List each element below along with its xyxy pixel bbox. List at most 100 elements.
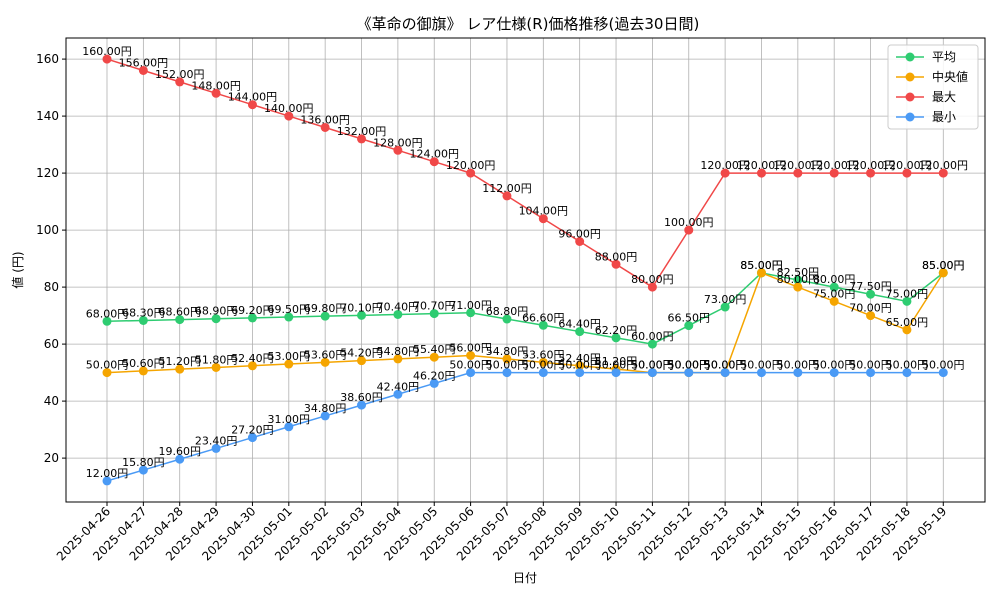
- series-point-3: [320, 411, 330, 421]
- data-label-0: 69.50円: [268, 303, 311, 316]
- data-label-1: 53.60円: [304, 348, 347, 361]
- series-point-3: [357, 400, 367, 410]
- legend-label: 最大: [932, 90, 956, 104]
- series-point-3: [138, 465, 148, 475]
- series-point-0: [829, 282, 839, 292]
- y-tick-label: 60: [44, 337, 59, 351]
- data-label-2: 120.00円: [809, 159, 859, 172]
- series-point-3: [720, 368, 730, 378]
- series-point-2: [793, 168, 803, 178]
- data-label-2: 124.00円: [409, 148, 459, 161]
- series-point-1: [793, 282, 803, 292]
- data-label-0: 71.00円: [449, 299, 492, 312]
- series-point-0: [357, 310, 367, 320]
- series-point-0: [647, 339, 657, 349]
- series-point-1: [175, 364, 185, 374]
- series-line-2: [106, 58, 944, 289]
- data-label-3: 50.00円: [740, 359, 783, 372]
- data-label-2: 128.00円: [373, 136, 423, 149]
- data-label-2: 104.00円: [519, 205, 569, 218]
- data-label-0: 62.20円: [595, 324, 638, 337]
- series-point-3: [611, 368, 621, 378]
- y-tick-label: 40: [44, 394, 59, 408]
- data-label-1: 65.00円: [886, 316, 929, 329]
- data-label-1: 80.00円: [777, 273, 820, 286]
- data-label-0: 66.50円: [668, 312, 711, 325]
- data-label-3: 50.00円: [631, 359, 674, 372]
- series-point-0: [538, 320, 548, 330]
- data-label-3: 50.00円: [704, 359, 747, 372]
- y-tick-label: 20: [44, 451, 59, 465]
- legend-box: [887, 44, 979, 130]
- series-point-3: [866, 368, 876, 378]
- series-point-0: [102, 316, 112, 326]
- data-label-0: 60.00円: [631, 330, 674, 343]
- data-label-3: 50.00円: [849, 359, 892, 372]
- data-label-2: 144.00円: [228, 91, 278, 104]
- data-label-2: 120.00円: [446, 159, 496, 172]
- data-label-2: 88.00円: [595, 250, 638, 263]
- series-point-0: [211, 314, 221, 324]
- series-point-0: [902, 296, 912, 306]
- data-label-2: 120.00円: [882, 159, 932, 172]
- series-point-2: [756, 168, 766, 178]
- series-point-1: [284, 359, 294, 369]
- series-point-2: [429, 157, 439, 167]
- x-axis-label: 日付: [513, 571, 537, 585]
- series-point-1: [102, 368, 112, 378]
- series-point-3: [466, 368, 476, 378]
- data-label-1: 51.20円: [595, 355, 638, 368]
- data-label-1: 55.40円: [413, 343, 456, 356]
- series-point-2: [575, 236, 585, 246]
- data-label-3: 50.00円: [813, 359, 856, 372]
- data-label-0: 73.00円: [704, 293, 747, 306]
- data-label-1: 85.00円: [922, 259, 965, 272]
- data-label-3: 19.60円: [158, 445, 201, 458]
- data-label-3: 46.20円: [413, 369, 456, 382]
- data-label-1: 54.20円: [340, 347, 383, 360]
- data-label-0: 77.50円: [849, 280, 892, 293]
- series-point-2: [138, 65, 148, 75]
- series-point-0: [793, 275, 803, 285]
- data-label-3: 50.00円: [668, 359, 711, 372]
- legend-label: 最小: [932, 110, 956, 124]
- data-label-0: 69.80円: [304, 302, 347, 315]
- data-label-3: 38.60円: [340, 391, 383, 404]
- data-label-0: 68.00円: [86, 307, 129, 320]
- series-point-3: [684, 368, 694, 378]
- series-point-3: [211, 443, 221, 453]
- series-point-1: [938, 268, 948, 278]
- data-label-2: 112.00円: [482, 182, 532, 195]
- series-point-2: [320, 122, 330, 132]
- data-label-3: 50.00円: [886, 359, 929, 372]
- legend-marker: [905, 112, 915, 122]
- data-label-3: 15.80円: [122, 456, 165, 469]
- data-label-0: 70.40円: [377, 300, 420, 313]
- series-point-2: [902, 168, 912, 178]
- series-point-3: [247, 433, 257, 443]
- data-label-1: 75.00円: [813, 287, 856, 300]
- series-point-1: [575, 361, 585, 371]
- series-point-0: [393, 309, 403, 319]
- series-point-2: [102, 54, 112, 64]
- series-point-0: [247, 313, 257, 323]
- y-axis: 20 40 60 80 100 120 140 160: [36, 52, 66, 465]
- data-label-1: 50.00円: [668, 359, 711, 372]
- data-label-0: 69.20円: [231, 304, 274, 317]
- series-point-1: [357, 356, 367, 366]
- series-point-3: [284, 422, 294, 432]
- data-label-2: 80.00円: [631, 273, 674, 286]
- data-label-1: 54.80円: [486, 345, 529, 358]
- data-label-2: 132.00円: [337, 125, 387, 138]
- data-label-0: 64.40円: [558, 318, 601, 331]
- data-label-3: 12.00円: [86, 467, 129, 480]
- series-point-0: [284, 312, 294, 322]
- data-label-3: 34.80円: [304, 402, 347, 415]
- series-point-2: [175, 77, 185, 87]
- series-point-1: [393, 354, 403, 364]
- data-label-1: 53.60円: [522, 348, 565, 361]
- data-label-1: 50.60円: [122, 357, 165, 370]
- y-tick-label: 140: [36, 109, 59, 123]
- series-point-0: [866, 289, 876, 299]
